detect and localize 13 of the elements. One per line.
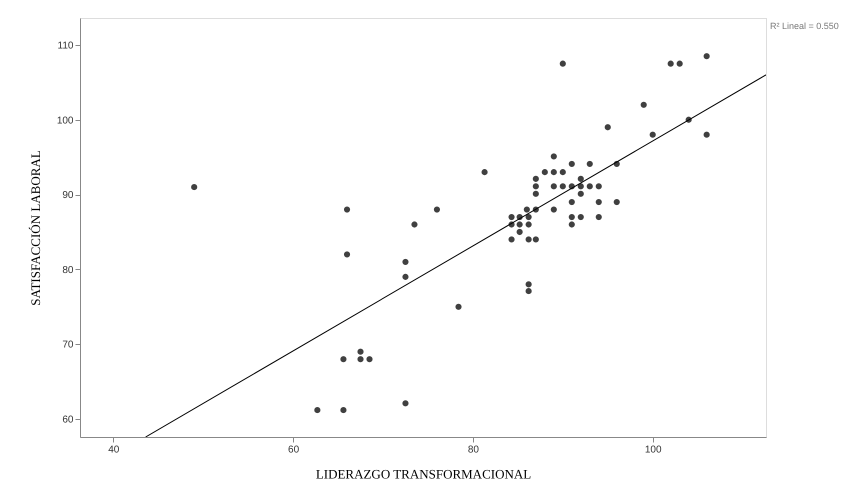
- y-tick-label: 100: [56, 115, 74, 126]
- text: R² Lineal = 0.550: [770, 21, 839, 31]
- y-tick-label: 110: [58, 40, 74, 52]
- y-tick-label: 70: [62, 340, 74, 351]
- y-tick-label: 90: [62, 190, 74, 202]
- y-tick-label: 60: [62, 414, 74, 426]
- y-axis-title: SATISFACCIÓN LABORAL: [28, 150, 43, 306]
- x-tick-label: 80: [468, 444, 480, 456]
- x-axis-title: LIDERAZGO TRANSFORMACIONAL: [316, 466, 532, 482]
- x-tick-label: 100: [644, 444, 662, 456]
- x-tick-label: 60: [288, 444, 300, 456]
- x-tick-label: 40: [108, 444, 120, 456]
- y-tick-label: 80: [62, 264, 74, 276]
